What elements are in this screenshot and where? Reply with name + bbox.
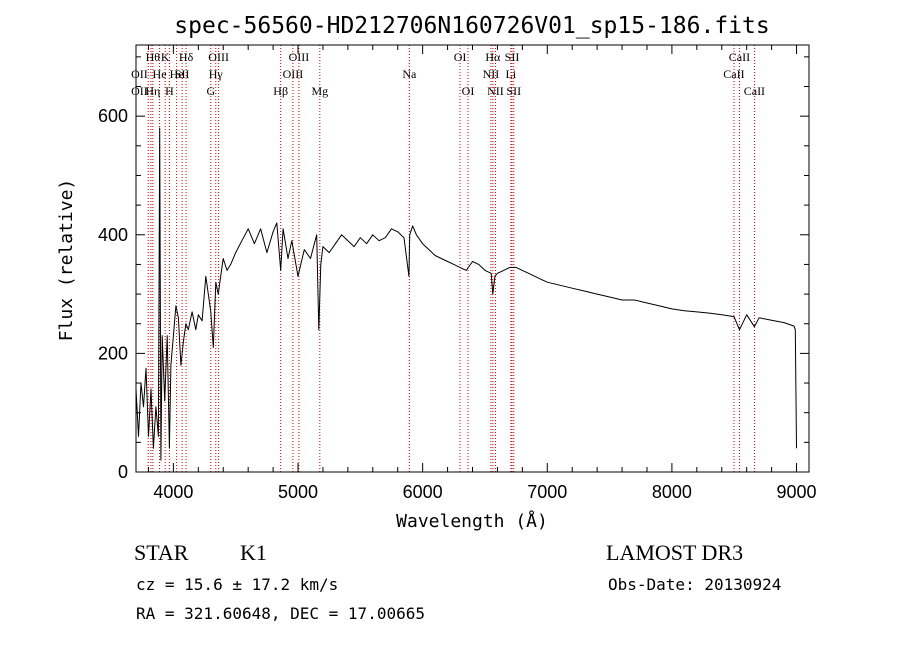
observation-date: Obs-Date: 20130924 bbox=[608, 575, 781, 594]
x-tick-label: 4000 bbox=[153, 482, 193, 502]
line-label: Hα bbox=[485, 50, 501, 64]
y-tick-label: 200 bbox=[98, 343, 128, 363]
line-label: He bbox=[170, 67, 184, 81]
line-label: SII bbox=[505, 50, 520, 64]
object-subclass: K1 bbox=[240, 540, 267, 565]
line-label: OIII bbox=[208, 50, 229, 64]
object-class: STAR bbox=[134, 540, 189, 565]
y-tick-label: 0 bbox=[118, 462, 128, 482]
line-label: CaII bbox=[729, 50, 750, 64]
line-label: NII bbox=[483, 67, 500, 81]
x-tick-label: 5000 bbox=[278, 482, 318, 502]
line-label: Hθ bbox=[146, 50, 161, 64]
y-axis-ticks: 0 200 400 600 bbox=[98, 56, 809, 482]
y-axis-label: Flux (relative) bbox=[56, 179, 77, 342]
line-label: K bbox=[161, 50, 170, 64]
coordinates-info: RA = 321.60648, DEC = 17.00665 bbox=[136, 604, 425, 623]
plot-frame bbox=[135, 44, 810, 473]
x-tick-label: 8000 bbox=[652, 482, 692, 502]
x-axis-ticks: 4000 5000 6000 7000 8000 9000 bbox=[147, 45, 817, 502]
line-label: SII bbox=[506, 84, 521, 98]
line-label: Mg bbox=[311, 84, 328, 98]
line-label: OIII bbox=[283, 67, 304, 81]
line-label: H bbox=[165, 84, 174, 98]
x-tick-label: 6000 bbox=[403, 482, 443, 502]
chart-title: spec-56560-HD212706N160726V01_sp15-186.f… bbox=[174, 13, 769, 39]
spectrum-line bbox=[135, 127, 797, 461]
line-label: Hβ bbox=[273, 84, 288, 98]
y-tick-label: 400 bbox=[98, 225, 128, 245]
line-label: OIII bbox=[289, 50, 310, 64]
line-label: OII bbox=[131, 84, 148, 98]
line-label: OI bbox=[462, 84, 475, 98]
line-label: Hδ bbox=[179, 50, 194, 64]
line-label: G bbox=[206, 84, 215, 98]
line-label: He bbox=[153, 67, 167, 81]
spectrum-series bbox=[135, 127, 797, 461]
line-label: NII bbox=[487, 84, 504, 98]
line-label: OI bbox=[454, 50, 467, 64]
line-label: Hη bbox=[145, 84, 160, 98]
redshift-info: cz = 15.6 ± 17.2 km/s bbox=[136, 575, 338, 594]
y-tick-label: 600 bbox=[98, 106, 128, 126]
line-label: CaII bbox=[744, 84, 765, 98]
survey-name: LAMOST DR3 bbox=[606, 540, 743, 565]
line-label: Na bbox=[402, 67, 417, 81]
x-tick-label: 7000 bbox=[527, 482, 567, 502]
line-label: Hγ bbox=[209, 67, 224, 81]
emission-line-markers bbox=[147, 45, 755, 472]
line-label: Li bbox=[506, 67, 517, 81]
line-label: CaII bbox=[723, 67, 744, 81]
x-axis-label: Wavelength (Å) bbox=[396, 510, 548, 532]
line-label: OII bbox=[131, 67, 148, 81]
x-tick-label: 9000 bbox=[777, 482, 817, 502]
line-label: SII bbox=[175, 67, 190, 81]
